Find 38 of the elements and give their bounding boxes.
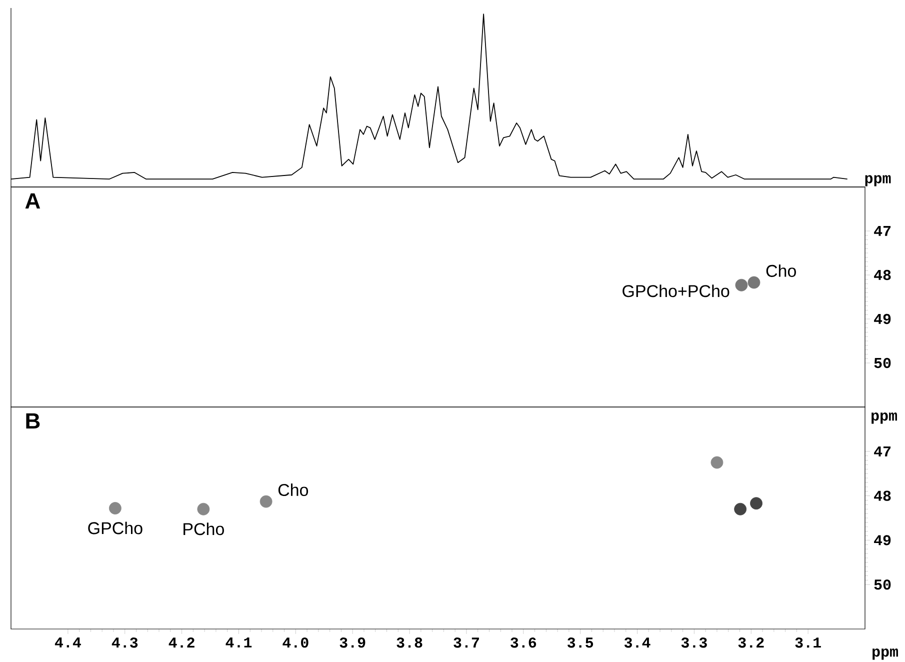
x-tick-label: 3.5 (568, 638, 594, 648)
y-tick-label: 50 (874, 580, 891, 590)
x-tick-label: 3.2 (738, 638, 764, 648)
x-tick-label: 4.3 (112, 638, 138, 648)
annotation: PCho (184, 522, 224, 536)
annotation: GPCho (88, 522, 142, 534)
x-tick-label: 4.4 (54, 638, 81, 648)
x-tick-label: 4.2 (168, 638, 194, 648)
x-tick-label: 3.9 (340, 638, 366, 648)
x-tick-label: 4.0 (282, 638, 308, 648)
chart-title: A (25, 193, 40, 208)
y-tick-label: 47 (874, 446, 891, 456)
point (750, 497, 762, 510)
point (710, 456, 724, 469)
x-axis-title: ppm (872, 648, 898, 660)
y-tick-label: 48 (874, 490, 891, 501)
chart-title: B (26, 413, 40, 429)
x-tick-label: 3.7 (454, 638, 479, 648)
x-axis-title: ppm (865, 175, 891, 186)
y-tick-label: 48 (874, 270, 891, 280)
y-tick-label: 49 (874, 314, 891, 324)
point (734, 502, 747, 516)
point (108, 502, 122, 514)
point (197, 502, 210, 516)
x-tick-label: 3.6 (510, 638, 536, 648)
annotation: GPCho+PCho (622, 284, 730, 298)
y-tick-label: 47 (874, 226, 891, 236)
point (260, 495, 272, 508)
y-tick-label: 49 (874, 535, 891, 546)
y-tick-label: 50 (874, 358, 891, 368)
x-tick-label: 3.1 (795, 638, 821, 648)
x-tick-label: 3.4 (624, 638, 650, 648)
x-tick-label: 3.3 (681, 638, 707, 648)
annotation: Cho (278, 484, 308, 496)
x-tick-label: 3.8 (396, 638, 422, 648)
annotation: Cho (766, 264, 796, 277)
x-tick-label: 4.1 (226, 638, 252, 648)
y-axis-title: ppm (872, 412, 897, 424)
